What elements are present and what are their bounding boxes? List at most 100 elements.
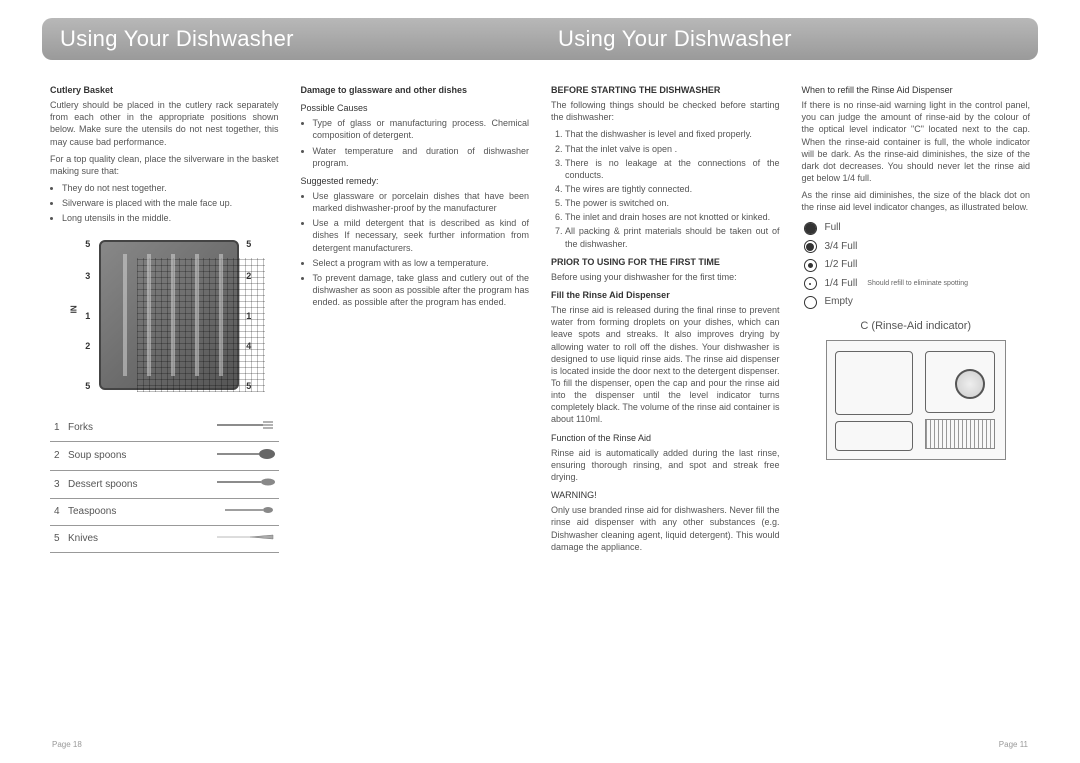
cutlery-para: Cutlery should be placed in the cutlery … — [50, 99, 279, 148]
tip-item: Silverware is placed with the male face … — [62, 197, 279, 209]
warning-para: Only use branded rinse aid for dishwashe… — [551, 504, 780, 553]
basket-num: 5 — [85, 238, 90, 250]
check-item: The inlet and drain hoses are not knotte… — [565, 211, 780, 223]
causes-heading: Possible Causes — [301, 102, 530, 114]
teaspoon-icon — [209, 498, 279, 526]
cause-item: Water temperature and duration of dishwa… — [313, 145, 530, 169]
knife-icon — [209, 526, 279, 553]
basket-num: 5 — [85, 380, 90, 392]
legend-name: Knives — [64, 526, 209, 553]
rinse-level-label: Empty — [825, 295, 853, 309]
check-item: There is no leakage at the connections o… — [565, 157, 780, 181]
header-title-left: Using Your Dishwasher — [42, 18, 540, 60]
dispenser-figure — [826, 340, 1006, 460]
tip-item: They do not nest together. — [62, 182, 279, 194]
soup-spoon-icon — [209, 441, 279, 471]
full-dot-icon — [804, 222, 817, 235]
legend-name: Forks — [64, 414, 209, 441]
remedy-heading: Suggested remedy: — [301, 175, 530, 187]
three-quarter-dot-icon — [804, 240, 817, 253]
basket-num: 4 — [246, 340, 251, 352]
check-item: The power is switched on. — [565, 197, 780, 209]
warning-heading: WARNING! — [551, 489, 780, 501]
basket-num: 5 — [246, 238, 251, 250]
header-title-right: Using Your Dishwasher — [540, 18, 1038, 60]
causes-list: Type of glass or manufacturing process. … — [301, 117, 530, 169]
func-heading: Function of the Rinse Aid — [551, 432, 780, 444]
refill-para: If there is no rinse-aid warning light i… — [802, 99, 1031, 184]
column-4: When to refill the Rinse Aid Dispenser I… — [802, 78, 1031, 723]
tips-list: They do not nest together. Silverware is… — [50, 182, 279, 224]
legend-num: 1 — [50, 414, 64, 441]
legend-row: 2 Soup spoons — [50, 441, 279, 471]
rinse-level-label: 1/2 Full — [825, 258, 858, 272]
check-item: All packing & print materials should be … — [565, 225, 780, 249]
rinse-level-list: Full 3/4 Full 1/2 Full 1/4 Full Should re… — [804, 221, 1031, 309]
content-area: Cutlery Basket Cutlery should be placed … — [50, 78, 1030, 723]
header-bar: Using Your Dishwasher Using Your Dishwas… — [42, 18, 1038, 60]
prior-para: Before using your dishwasher for the fir… — [551, 271, 780, 283]
column-1: Cutlery Basket Cutlery should be placed … — [50, 78, 279, 723]
legend-row: 1 Forks — [50, 414, 279, 441]
rinse-level-row: Full — [804, 221, 1031, 235]
check-item: That the inlet valve is open . — [565, 143, 780, 155]
func-para: Rinse aid is automatically added during … — [551, 447, 780, 483]
diminish-para: As the rinse aid diminishes, the size of… — [802, 189, 1031, 213]
checks-list: That the dishwasher is level and fixed p… — [551, 128, 780, 249]
rinse-level-note: Should refill to eliminate spotting — [867, 279, 968, 288]
rinse-level-label: Full — [825, 221, 841, 235]
rinse-level-row: Empty — [804, 295, 1031, 309]
column-3: BEFORE STARTING THE DISHWASHER The follo… — [551, 78, 780, 723]
cutlery-heading: Cutlery Basket — [50, 84, 279, 96]
damage-heading: Damage to glassware and other dishes — [301, 84, 530, 96]
in-arrow-label: IN — [70, 306, 81, 314]
legend-name: Dessert spoons — [64, 471, 209, 499]
page-number-right: Page 11 — [999, 740, 1028, 749]
legend-num: 5 — [50, 526, 64, 553]
basket-num: 5 — [246, 380, 251, 392]
legend-num: 2 — [50, 441, 64, 471]
refill-heading: When to refill the Rinse Aid Dispenser — [802, 84, 1031, 96]
empty-dot-icon — [804, 296, 817, 309]
basket-image — [99, 240, 239, 390]
column-2: Damage to glassware and other dishes Pos… — [301, 78, 530, 723]
utensil-legend: 1 Forks 2 Soup spoons 3 Dessert spoons 4… — [50, 414, 279, 553]
legend-row: 5 Knives — [50, 526, 279, 553]
fill-heading: Fill the Rinse Aid Dispenser — [551, 289, 780, 301]
fill-para: The rinse aid is released during the fin… — [551, 304, 780, 425]
rinse-level-row: 3/4 Full — [804, 240, 1031, 254]
legend-row: 3 Dessert spoons — [50, 471, 279, 499]
cause-item: Type of glass or manufacturing process. … — [313, 117, 530, 141]
rinse-level-label: 3/4 Full — [825, 240, 858, 254]
legend-row: 4 Teaspoons — [50, 498, 279, 526]
page-number-left: Page 18 — [52, 740, 82, 749]
legend-name: Teaspoons — [64, 498, 209, 526]
remedy-item: Select a program with as low a temperatu… — [313, 257, 530, 269]
tip-item: Long utensils in the middle. — [62, 212, 279, 224]
remedy-list: Use glassware or porcelain dishes that h… — [301, 190, 530, 308]
basket-num: 1 — [85, 310, 90, 322]
before-heading: BEFORE STARTING THE DISHWASHER — [551, 84, 780, 96]
check-item: The wires are tightly connected. — [565, 183, 780, 195]
quality-para: For a top quality clean, place the silve… — [50, 153, 279, 177]
basket-num: 1 — [246, 310, 251, 322]
rinse-caption: C (Rinse-Aid indicator) — [802, 319, 1031, 334]
basket-num: 2 — [85, 340, 90, 352]
basket-figure: IN 5 3 1 2 5 5 2 1 4 5 — [69, 232, 259, 402]
dessert-spoon-icon — [209, 471, 279, 499]
rinse-level-row: 1/4 Full Should refill to eliminate spott… — [804, 277, 1031, 291]
remedy-item: Use a mild detergent that is described a… — [313, 217, 530, 253]
basket-num: 3 — [85, 270, 90, 282]
quarter-dot-icon — [804, 277, 817, 290]
remedy-item: To prevent damage, take glass and cutler… — [313, 272, 530, 308]
fork-icon — [209, 414, 279, 441]
rinse-level-row: 1/2 Full — [804, 258, 1031, 272]
legend-num: 4 — [50, 498, 64, 526]
rinse-level-label: 1/4 Full — [825, 277, 858, 291]
legend-name: Soup spoons — [64, 441, 209, 471]
before-para: The following things should be checked b… — [551, 99, 780, 123]
check-item: That the dishwasher is level and fixed p… — [565, 128, 780, 140]
basket-num: 2 — [246, 270, 251, 282]
legend-num: 3 — [50, 471, 64, 499]
prior-heading: PRIOR TO USING FOR THE FIRST TIME — [551, 256, 780, 268]
